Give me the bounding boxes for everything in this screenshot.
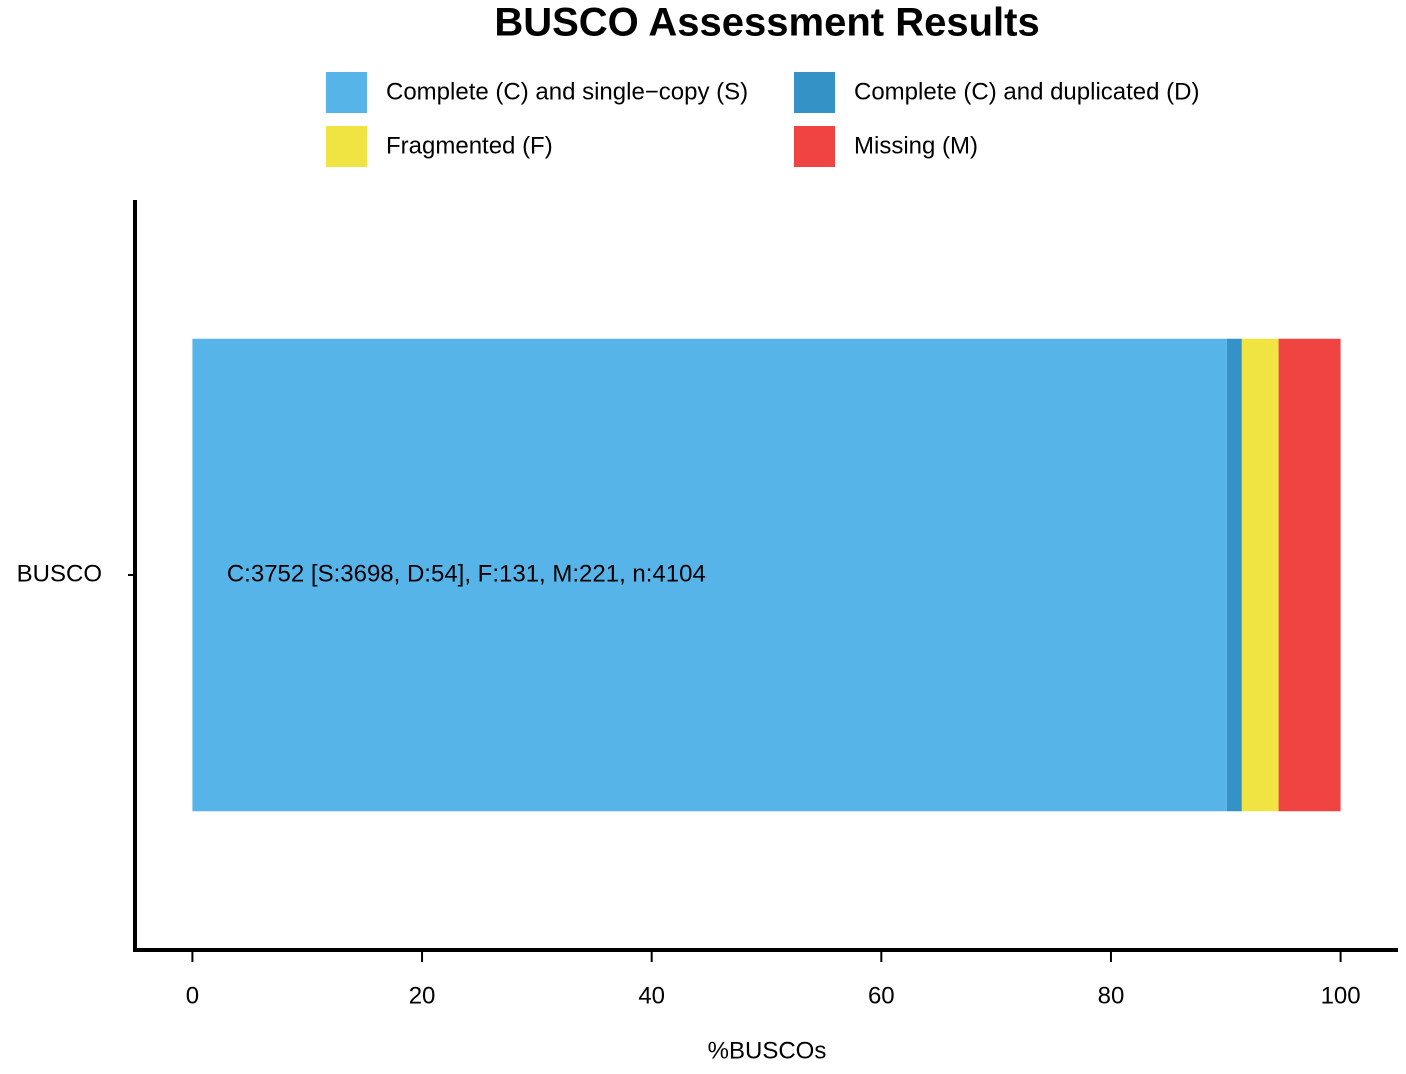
y-tick-label: BUSCO [17,560,102,587]
bar-segment [1226,338,1242,812]
legend-swatch [794,126,835,167]
chart-title: BUSCO Assessment Results [494,1,1039,45]
x-tick-label: 0 [186,982,199,1009]
bar-segment [1241,338,1279,812]
annotation: C:3752 [S:3698, D:54], F:131, M:221, n:4… [227,560,706,587]
x-tick-label: 100 [1321,982,1361,1009]
legend-label: Fragmented (F) [386,132,553,159]
x-tick-label: 80 [1098,982,1125,1009]
bar-segment [192,338,1227,812]
x-tick-label: 60 [868,982,895,1009]
x-tick-label: 20 [409,982,436,1009]
x-axis-title: %BUSCOs [708,1037,827,1064]
legend-label: Complete (C) and duplicated (D) [854,78,1199,105]
legend-swatch [326,126,367,167]
bar-segment [1278,338,1341,812]
legend-swatch [326,72,367,113]
legend-label: Missing (M) [854,132,978,159]
legend-swatch [794,72,835,113]
legend-label: Complete (C) and single−copy (S) [386,78,748,105]
x-tick-label: 40 [638,982,665,1009]
